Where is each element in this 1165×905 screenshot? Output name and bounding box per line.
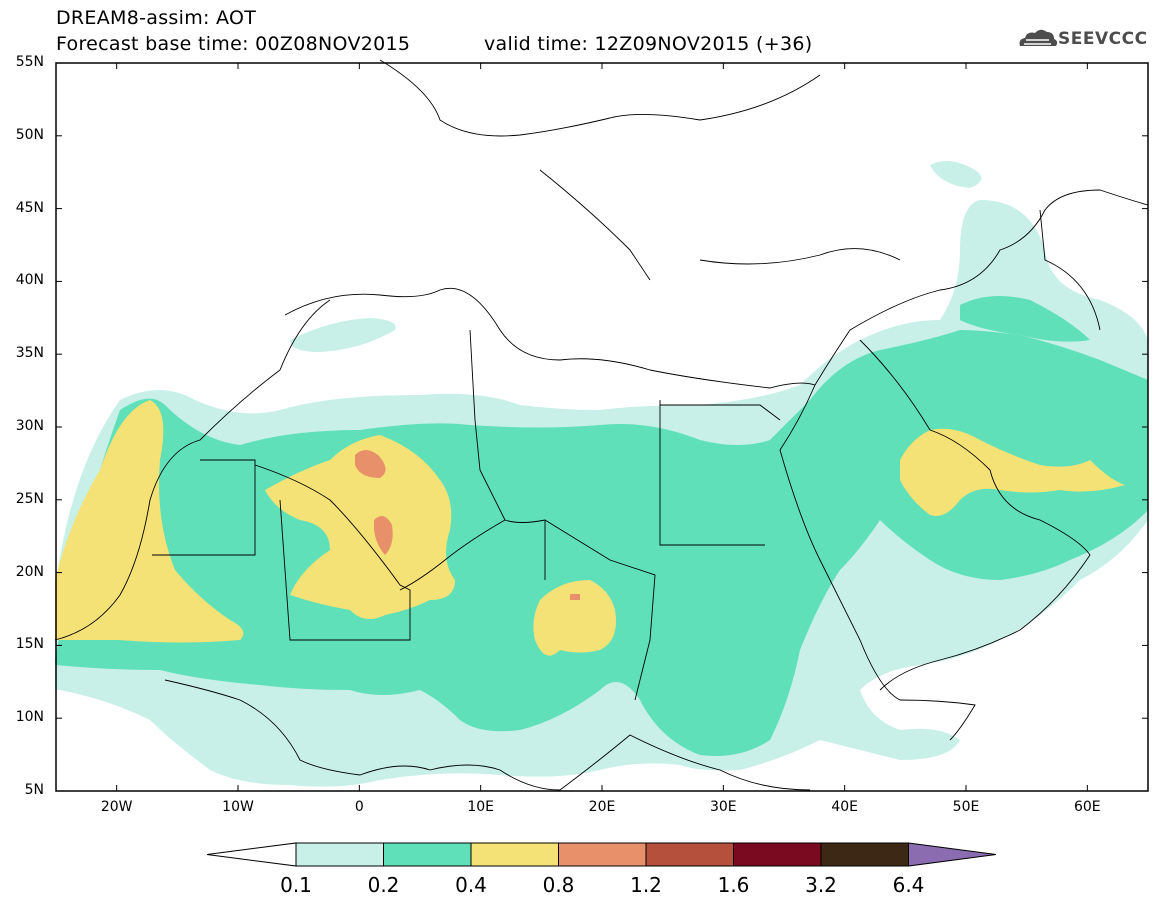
country-borders <box>54 59 1149 791</box>
colorbar-label: 0.1 <box>280 873 312 897</box>
lat-label: 5N <box>24 782 44 798</box>
lat-label: 15N <box>15 636 44 653</box>
aot-region-high <box>533 580 616 656</box>
lat-label: 35N <box>15 345 44 362</box>
colorbar-box <box>733 842 822 867</box>
lon-label: 60E <box>1073 799 1101 815</box>
colorbar-label: 0.4 <box>455 873 487 897</box>
colorbar-label: 0.2 <box>367 873 400 897</box>
border <box>539 169 651 281</box>
lat-label: 50N <box>15 126 44 143</box>
colorbar-label: 1.6 <box>717 873 750 897</box>
lon-label: 0 <box>354 799 364 815</box>
border <box>399 519 506 591</box>
border <box>859 339 931 431</box>
coastline <box>284 287 816 389</box>
aot-region-low <box>290 318 396 352</box>
aot-region-high <box>55 400 244 643</box>
logo-text: SEEVCCC <box>1058 29 1148 49</box>
forecast-base-time: Forecast base time: 00Z08NOV2015 <box>56 33 411 55</box>
colorbar-box <box>558 842 647 867</box>
lat-label: 45N <box>15 199 44 216</box>
colorbar-label: 3.2 <box>805 873 837 897</box>
coastline <box>879 429 1091 691</box>
aot-region-very-high <box>570 594 580 600</box>
coastline <box>779 384 976 741</box>
border <box>659 400 765 546</box>
cloud-logo-icon <box>1019 29 1058 46</box>
colorbar-box <box>470 842 559 867</box>
map-title: DREAM8-assim: AOT <box>56 7 257 29</box>
aot-field-layer <box>55 161 1148 787</box>
lon-label: 10W <box>222 799 254 815</box>
colorbar-high-arrow <box>908 842 997 867</box>
lon-label: 30E <box>709 799 737 815</box>
lat-label: 25N <box>15 490 44 507</box>
valid-time: valid time: 12Z09NOV2015 (+36) <box>484 33 813 55</box>
axis-ticks <box>56 62 1148 792</box>
aot-region-very-high <box>355 450 386 478</box>
coastline <box>379 59 821 137</box>
border <box>699 248 901 265</box>
border <box>152 459 256 556</box>
coastline <box>814 189 1149 386</box>
coastline <box>559 734 811 791</box>
colorbar-box <box>645 842 734 867</box>
border <box>660 404 781 421</box>
aot-region-high <box>900 428 1125 516</box>
lat-label: 40N <box>15 272 44 289</box>
lat-label: 30N <box>15 418 44 434</box>
colorbar-label: 0.8 <box>542 873 575 897</box>
colorbar-box <box>295 842 384 867</box>
lon-label: 40E <box>831 799 858 815</box>
aot-region-high <box>265 435 455 619</box>
border <box>254 464 411 641</box>
colorbar-label: 1.2 <box>630 873 662 897</box>
lat-label: 20N <box>15 563 44 580</box>
colorbar-label: 6.4 <box>892 873 925 897</box>
lat-label: 10N <box>15 709 44 726</box>
aot-region-low <box>930 161 982 188</box>
aot-region-very-high <box>374 516 393 555</box>
lon-label: 50E <box>952 799 980 815</box>
border <box>469 329 546 580</box>
coastline <box>54 299 331 641</box>
aot-region-moderate <box>960 296 1090 342</box>
colorbar-low-arrow <box>206 842 297 867</box>
colorbar <box>206 842 997 867</box>
colorbar-box <box>383 842 472 867</box>
border <box>1039 209 1101 331</box>
lon-label: 20W <box>100 799 133 815</box>
aot-region-moderate <box>55 330 1148 756</box>
lon-label: 10E <box>467 799 494 815</box>
lon-label: 20E <box>588 799 616 815</box>
coastline <box>164 679 561 791</box>
border <box>544 519 656 701</box>
colorbar-box <box>820 842 909 867</box>
lat-label: 55N <box>15 54 44 70</box>
